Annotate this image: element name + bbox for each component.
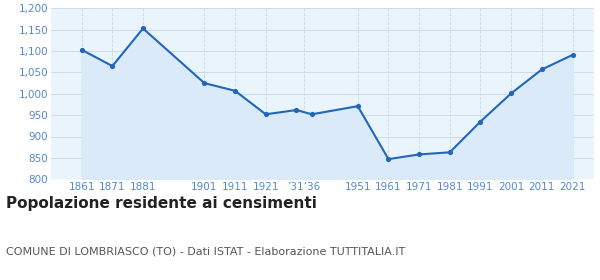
Point (445, 150, 455, 155)
Point (307, 112, 317, 116)
Point (568, 53, 577, 57)
Point (261, 112, 271, 116)
Point (506, 91, 516, 95)
Point (230, 88, 240, 93)
Text: Popolazione residente ai censimenti: Popolazione residente ai censimenti (6, 196, 317, 211)
Point (476, 119, 485, 124)
Point (107, 64, 117, 68)
Point (383, 157, 393, 161)
Point (353, 104, 362, 108)
Point (415, 152, 424, 157)
Point (537, 67, 547, 72)
Point (292, 108, 301, 112)
Point (77, 48, 86, 52)
Text: COMUNE DI LOMBRIASCO (TO) - Dati ISTAT - Elaborazione TUTTITALIA.IT: COMUNE DI LOMBRIASCO (TO) - Dati ISTAT -… (6, 246, 405, 256)
Point (138, 26, 148, 31)
Point (200, 81, 209, 85)
